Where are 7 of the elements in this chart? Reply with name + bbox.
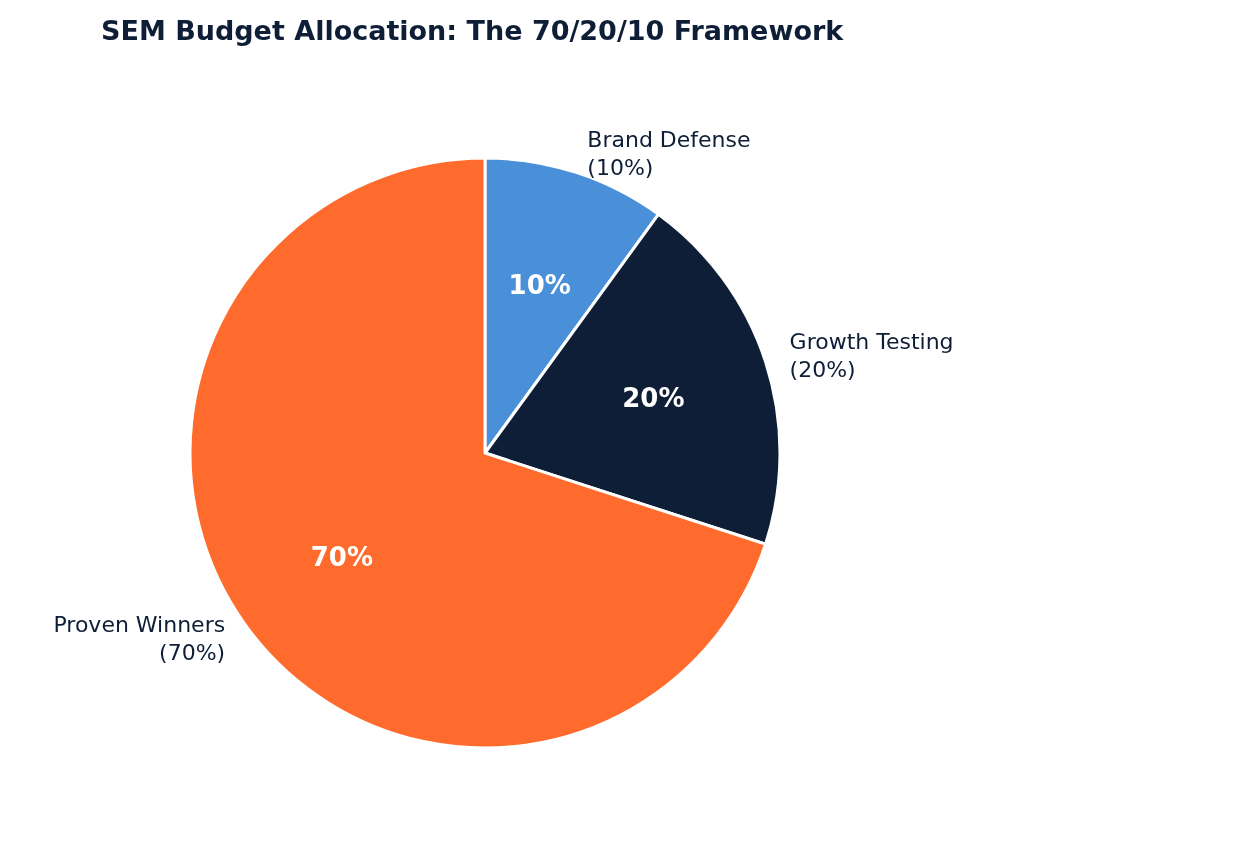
- slice-label: Growth Testing (20%): [789, 329, 954, 383]
- chart-title: SEM Budget Allocation: The 70/20/10 Framework: [101, 15, 845, 46]
- data-label: 10%: [508, 269, 571, 300]
- slice-label: Brand Defense (10%): [587, 126, 751, 180]
- data-label: 20%: [622, 383, 685, 414]
- data-label: 70%: [310, 542, 373, 573]
- slice-label: Proven Winners (70%): [53, 611, 226, 665]
